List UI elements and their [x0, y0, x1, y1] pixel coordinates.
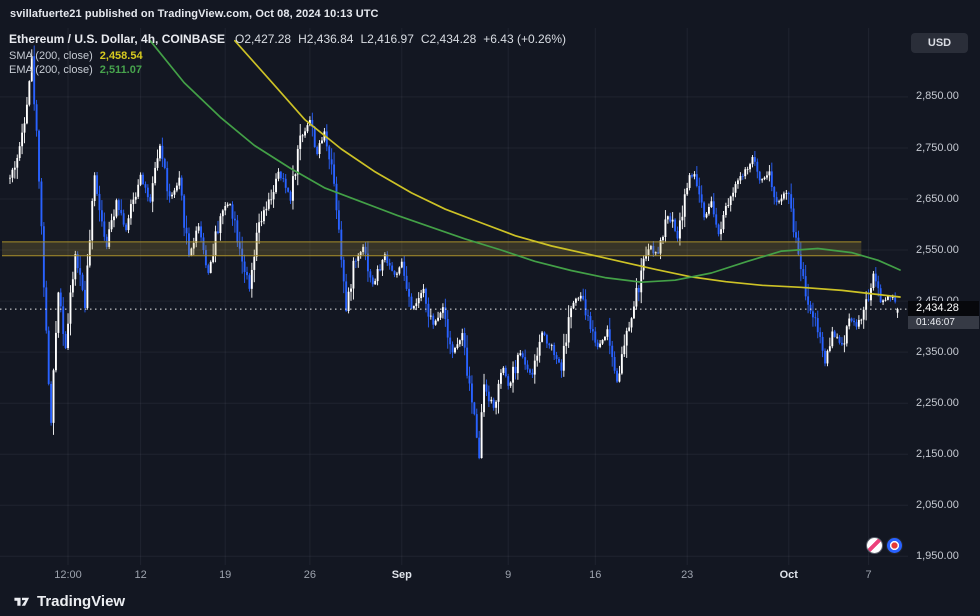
- time-axis-label: Oct: [779, 569, 798, 581]
- price-axis-label: 2,550.00: [916, 243, 959, 256]
- sma-line[interactable]: [234, 39, 901, 298]
- tradingview-logo-icon[interactable]: [13, 593, 30, 610]
- price-axis-label: 2,150.00: [916, 447, 959, 460]
- last-price-badge: 2,434.28 01:46:07: [908, 301, 979, 330]
- time-axis-label: 26: [303, 569, 317, 581]
- price-axis-label: 2,350.00: [916, 345, 959, 358]
- time-axis-label: 16: [589, 569, 602, 581]
- reaction-target-icon[interactable]: [886, 537, 903, 554]
- price-axis-label: 1,950.00: [916, 549, 959, 562]
- grid-layer: [0, 28, 908, 565]
- reaction-icons: [866, 537, 903, 554]
- time-axis-label: 9: [505, 569, 512, 581]
- time-axis[interactable]: 12:00 12 19 26 Sep 9 16 23 Oct 7: [0, 565, 908, 587]
- reaction-discount-icon[interactable]: [866, 537, 883, 554]
- supply-zone[interactable]: [2, 241, 862, 256]
- price-chart-canvas[interactable]: [0, 28, 908, 587]
- price-axis-label: 2,250.00: [916, 396, 959, 409]
- time-axis-label: 19: [219, 569, 232, 581]
- price-axis-label: 2,750.00: [916, 141, 959, 154]
- bar-countdown: 01:46:07: [908, 316, 979, 330]
- publish-info-text: svillafuerte21 published on TradingView.…: [10, 8, 379, 20]
- publish-info-bar: svillafuerte21 published on TradingView.…: [0, 0, 980, 28]
- chart-area[interactable]: Ethereum / U.S. Dollar, 4h, COINBASE O2,4…: [0, 28, 980, 587]
- time-axis-label: 12:00: [54, 569, 82, 581]
- price-axis-label: 2,650.00: [916, 192, 959, 205]
- time-axis-label: 23: [681, 569, 694, 581]
- ema-line[interactable]: [149, 39, 901, 284]
- currency-usd-button[interactable]: USD: [911, 33, 968, 53]
- last-price-value: 2,434.28: [908, 301, 979, 317]
- time-axis-label: Sep: [391, 569, 412, 581]
- time-axis-label: 12: [134, 569, 147, 581]
- price-axis-label: 2,850.00: [916, 90, 959, 103]
- footer-bar: TradingView: [0, 587, 980, 616]
- time-axis-label: 7: [865, 569, 872, 581]
- price-axis[interactable]: USD 2,850.002,750.002,650.002,550.002,45…: [908, 28, 980, 587]
- tradingview-wordmark[interactable]: TradingView: [37, 593, 126, 610]
- price-axis-label: 2,050.00: [916, 498, 959, 511]
